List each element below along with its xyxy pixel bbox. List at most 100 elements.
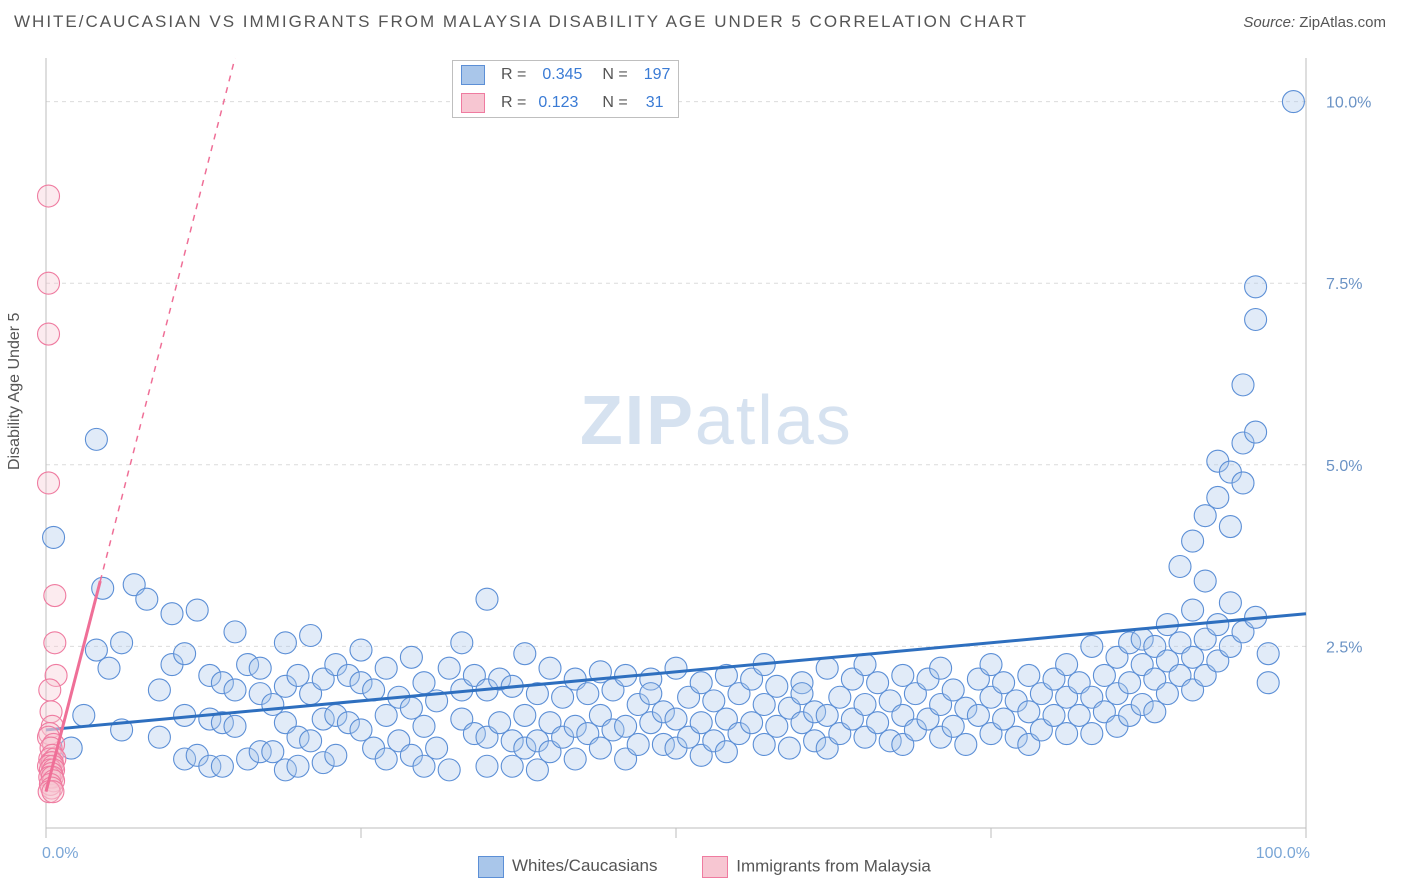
chart-svg: 2.5%5.0%7.5%10.0%0.0%100.0% bbox=[0, 0, 1406, 892]
scatter-point bbox=[1207, 614, 1229, 636]
scatter-point bbox=[1043, 704, 1065, 726]
scatter-point bbox=[829, 686, 851, 708]
scatter-point bbox=[640, 683, 662, 705]
correlation-legend: R =0.345 N =197 R =0.123 N =31 bbox=[452, 60, 679, 118]
scatter-point bbox=[690, 672, 712, 694]
scatter-point bbox=[186, 599, 208, 621]
scatter-point bbox=[1018, 701, 1040, 723]
scatter-point bbox=[665, 708, 687, 730]
scatter-point bbox=[489, 712, 511, 734]
scatter-point bbox=[955, 733, 977, 755]
scatter-point bbox=[526, 759, 548, 781]
scatter-point bbox=[1232, 374, 1254, 396]
scatter-point bbox=[43, 526, 65, 548]
scatter-point bbox=[44, 632, 66, 654]
scatter-point bbox=[854, 654, 876, 676]
scatter-point bbox=[1219, 516, 1241, 538]
scatter-point bbox=[967, 704, 989, 726]
scatter-point bbox=[350, 639, 372, 661]
scatter-point bbox=[438, 759, 460, 781]
scatter-point bbox=[111, 632, 133, 654]
scatter-point bbox=[1056, 723, 1078, 745]
scatter-point bbox=[400, 697, 422, 719]
scatter-point bbox=[1257, 643, 1279, 665]
scatter-point bbox=[1056, 654, 1078, 676]
scatter-point bbox=[1257, 672, 1279, 694]
scatter-point bbox=[413, 755, 435, 777]
scatter-point bbox=[413, 715, 435, 737]
scatter-point bbox=[224, 679, 246, 701]
scatter-point bbox=[400, 646, 422, 668]
scatter-point bbox=[375, 704, 397, 726]
scatter-point bbox=[300, 730, 322, 752]
scatter-point bbox=[224, 621, 246, 643]
legend-row-series2: R =0.123 N =31 bbox=[453, 89, 678, 117]
scatter-point bbox=[148, 679, 170, 701]
scatter-point bbox=[85, 639, 107, 661]
scatter-point bbox=[262, 694, 284, 716]
scatter-point bbox=[514, 704, 536, 726]
scatter-point bbox=[816, 704, 838, 726]
scatter-point bbox=[665, 657, 687, 679]
scatter-point bbox=[451, 632, 473, 654]
scatter-point bbox=[501, 755, 523, 777]
scatter-point bbox=[514, 643, 536, 665]
scatter-point bbox=[476, 588, 498, 610]
scatter-point bbox=[741, 712, 763, 734]
scatter-point bbox=[980, 654, 1002, 676]
scatter-point bbox=[816, 657, 838, 679]
scatter-point bbox=[148, 726, 170, 748]
scatter-point bbox=[300, 625, 322, 647]
scatter-point bbox=[350, 719, 372, 741]
chart-stage: WHITE/CAUCASIAN VS IMMIGRANTS FROM MALAY… bbox=[0, 0, 1406, 892]
scatter-point bbox=[942, 715, 964, 737]
scatter-point bbox=[413, 672, 435, 694]
scatter-point bbox=[1081, 635, 1103, 657]
scatter-point bbox=[274, 632, 296, 654]
svg-text:5.0%: 5.0% bbox=[1326, 458, 1362, 475]
scatter-point bbox=[1194, 505, 1216, 527]
scatter-point bbox=[703, 690, 725, 712]
scatter-point bbox=[1282, 91, 1304, 113]
scatter-point bbox=[1232, 472, 1254, 494]
scatter-point bbox=[766, 715, 788, 737]
scatter-point bbox=[1081, 723, 1103, 745]
scatter-point bbox=[589, 737, 611, 759]
scatter-point bbox=[867, 672, 889, 694]
scatter-point bbox=[993, 672, 1015, 694]
scatter-point bbox=[1219, 592, 1241, 614]
svg-text:0.0%: 0.0% bbox=[42, 845, 78, 862]
scatter-point bbox=[615, 715, 637, 737]
scatter-point bbox=[715, 741, 737, 763]
scatter-point bbox=[892, 664, 914, 686]
scatter-point bbox=[1245, 276, 1267, 298]
svg-text:7.5%: 7.5% bbox=[1326, 276, 1362, 293]
scatter-point bbox=[1245, 421, 1267, 443]
scatter-point bbox=[1182, 599, 1204, 621]
scatter-point bbox=[1169, 555, 1191, 577]
scatter-point bbox=[1194, 570, 1216, 592]
scatter-point bbox=[174, 643, 196, 665]
scatter-point bbox=[1144, 701, 1166, 723]
scatter-point bbox=[791, 683, 813, 705]
scatter-point bbox=[1093, 664, 1115, 686]
scatter-point bbox=[375, 748, 397, 770]
scatter-point bbox=[136, 588, 158, 610]
scatter-point bbox=[753, 694, 775, 716]
scatter-point bbox=[942, 679, 964, 701]
svg-text:2.5%: 2.5% bbox=[1326, 639, 1362, 656]
scatter-point bbox=[38, 323, 60, 345]
scatter-point bbox=[690, 712, 712, 734]
scatter-point bbox=[287, 755, 309, 777]
scatter-point bbox=[325, 744, 347, 766]
scatter-point bbox=[211, 755, 233, 777]
scatter-point bbox=[564, 748, 586, 770]
scatter-point bbox=[1182, 530, 1204, 552]
scatter-point bbox=[1182, 646, 1204, 668]
scatter-point bbox=[778, 737, 800, 759]
series-legend: Whites/Caucasians Immigrants from Malays… bbox=[478, 856, 931, 878]
scatter-point bbox=[1245, 309, 1267, 331]
scatter-point bbox=[552, 686, 574, 708]
svg-text:10.0%: 10.0% bbox=[1326, 95, 1371, 112]
scatter-point bbox=[539, 657, 561, 679]
